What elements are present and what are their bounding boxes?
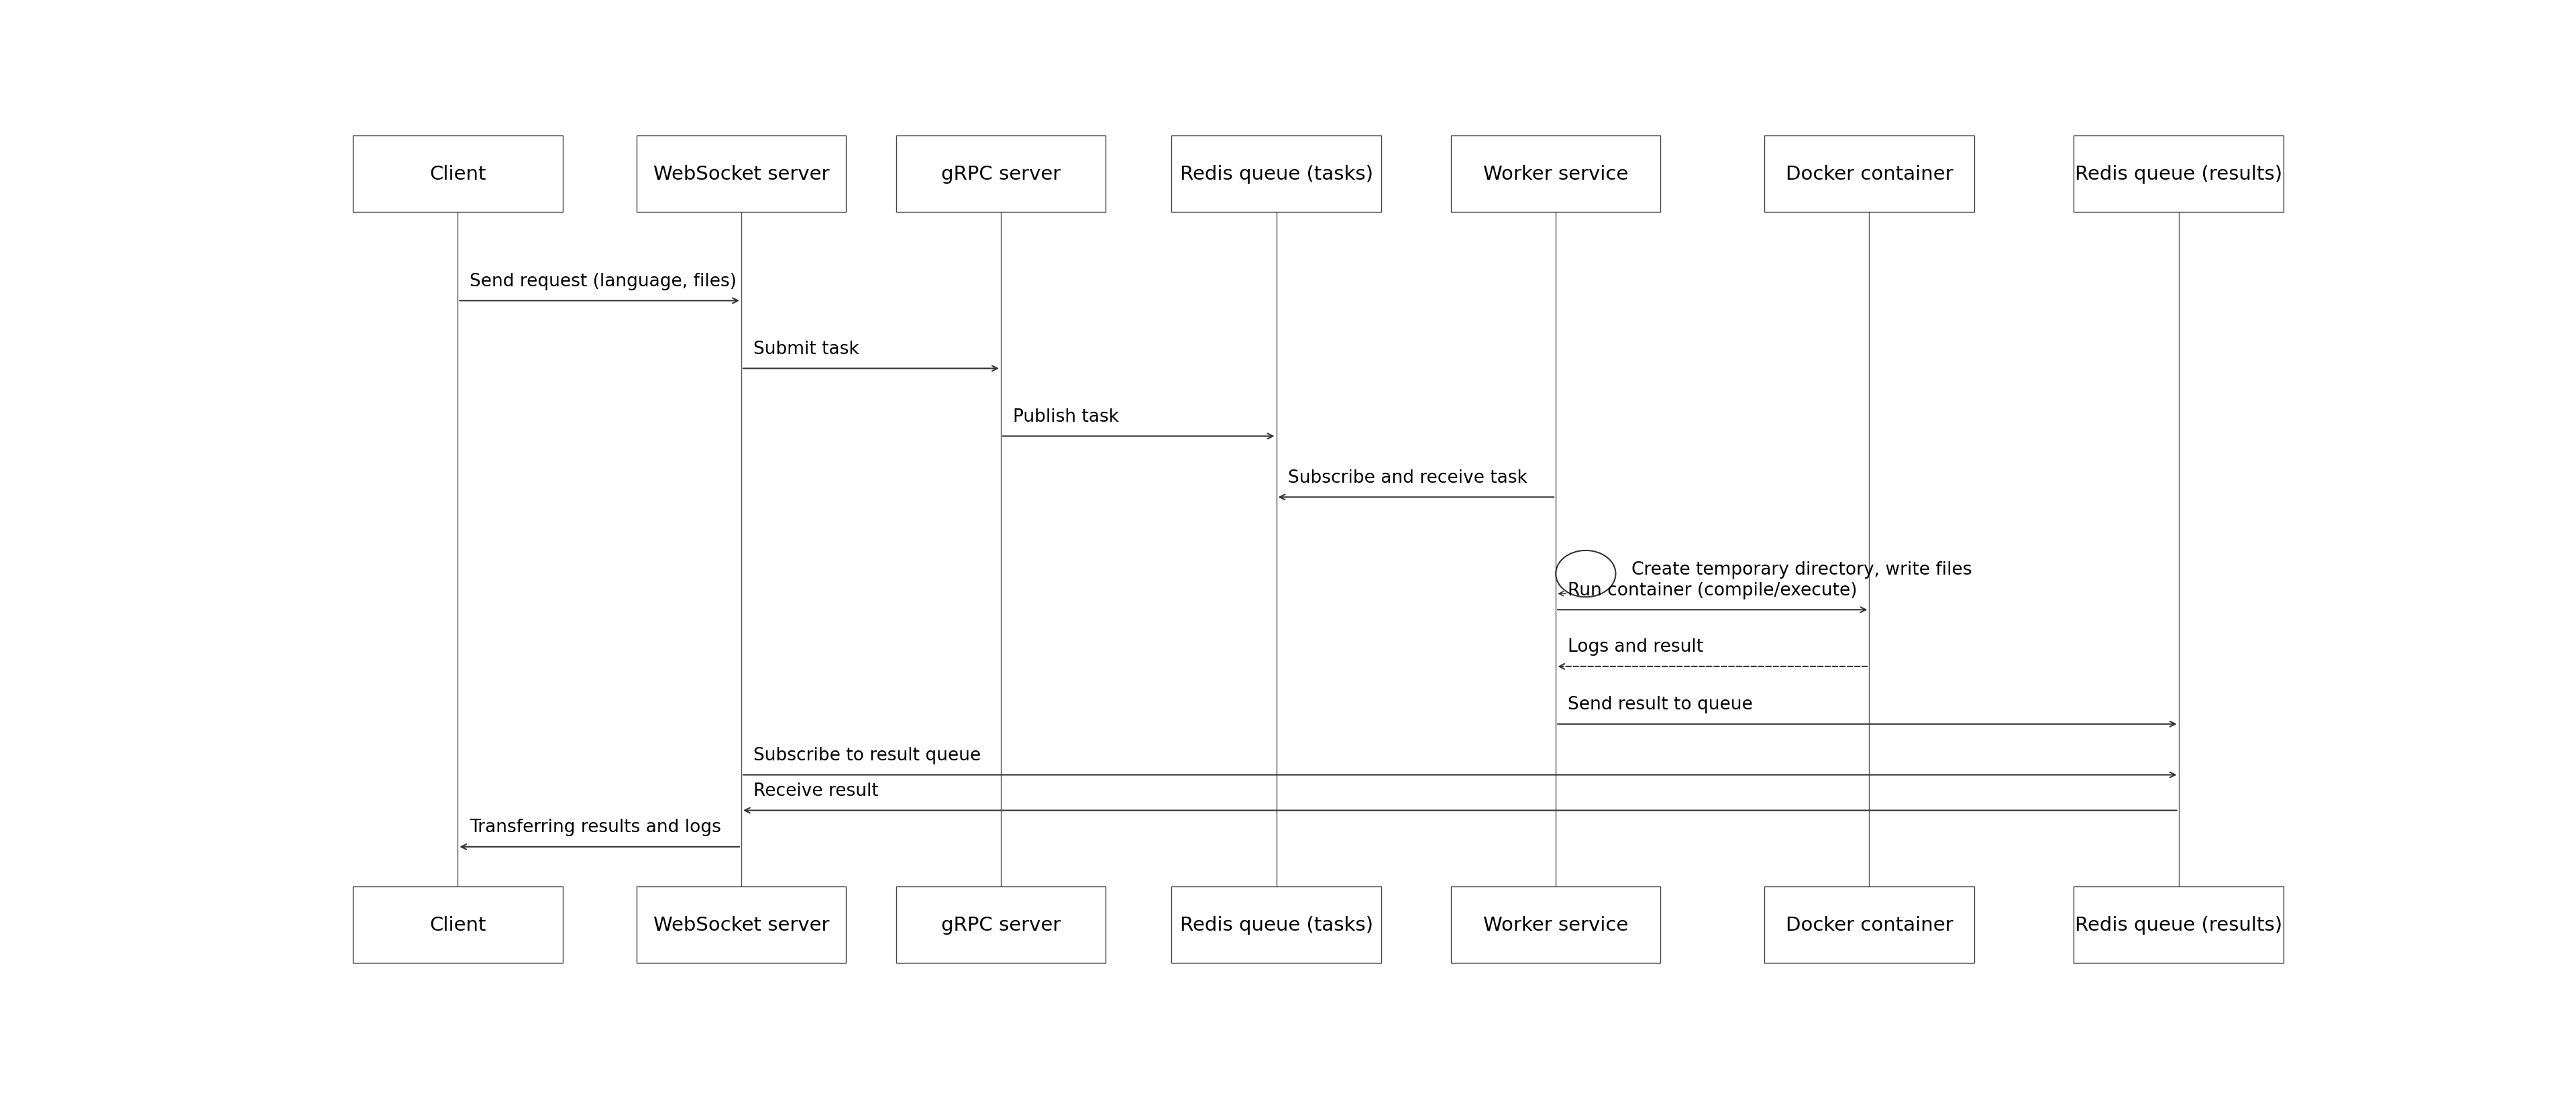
FancyBboxPatch shape (2074, 887, 2282, 963)
FancyBboxPatch shape (636, 136, 845, 212)
FancyBboxPatch shape (1172, 887, 1381, 963)
Text: WebSocket server: WebSocket server (654, 915, 829, 934)
Text: Redis queue (tasks): Redis queue (tasks) (1180, 165, 1373, 184)
FancyBboxPatch shape (1172, 136, 1381, 212)
Text: Redis queue (tasks): Redis queue (tasks) (1180, 915, 1373, 934)
Text: Worker service: Worker service (1484, 165, 1628, 184)
Text: Run container (compile/execute): Run container (compile/execute) (1569, 581, 1857, 599)
FancyBboxPatch shape (896, 136, 1105, 212)
FancyBboxPatch shape (2074, 136, 2282, 212)
Text: Submit task: Submit task (752, 341, 858, 358)
Text: Subscribe to result queue: Subscribe to result queue (752, 746, 981, 764)
FancyBboxPatch shape (1765, 136, 1973, 212)
Text: Redis queue (results): Redis queue (results) (2074, 915, 2282, 934)
FancyBboxPatch shape (896, 887, 1105, 963)
FancyBboxPatch shape (353, 136, 562, 212)
Text: Docker container: Docker container (1785, 165, 1953, 184)
Text: Subscribe and receive task: Subscribe and receive task (1288, 469, 1528, 487)
FancyBboxPatch shape (636, 887, 845, 963)
Text: Send request (language, files): Send request (language, files) (469, 273, 737, 290)
FancyBboxPatch shape (1765, 887, 1973, 963)
Text: Redis queue (results): Redis queue (results) (2074, 165, 2282, 184)
Text: WebSocket server: WebSocket server (654, 165, 829, 184)
FancyBboxPatch shape (353, 887, 562, 963)
Text: Create temporary directory, write files: Create temporary directory, write files (1631, 560, 1973, 578)
FancyBboxPatch shape (1450, 887, 1662, 963)
Text: Docker container: Docker container (1785, 915, 1953, 934)
Text: Logs and result: Logs and result (1569, 639, 1703, 656)
Text: Send result to queue: Send result to queue (1569, 696, 1752, 713)
Text: Transferring results and logs: Transferring results and logs (469, 819, 721, 836)
Text: Client: Client (430, 915, 487, 934)
Text: Client: Client (430, 165, 487, 184)
Text: Publish task: Publish task (1012, 408, 1118, 425)
Text: Receive result: Receive result (752, 782, 878, 800)
Text: gRPC server: gRPC server (940, 165, 1061, 184)
Text: Worker service: Worker service (1484, 915, 1628, 934)
FancyBboxPatch shape (1450, 136, 1662, 212)
Text: gRPC server: gRPC server (940, 915, 1061, 934)
